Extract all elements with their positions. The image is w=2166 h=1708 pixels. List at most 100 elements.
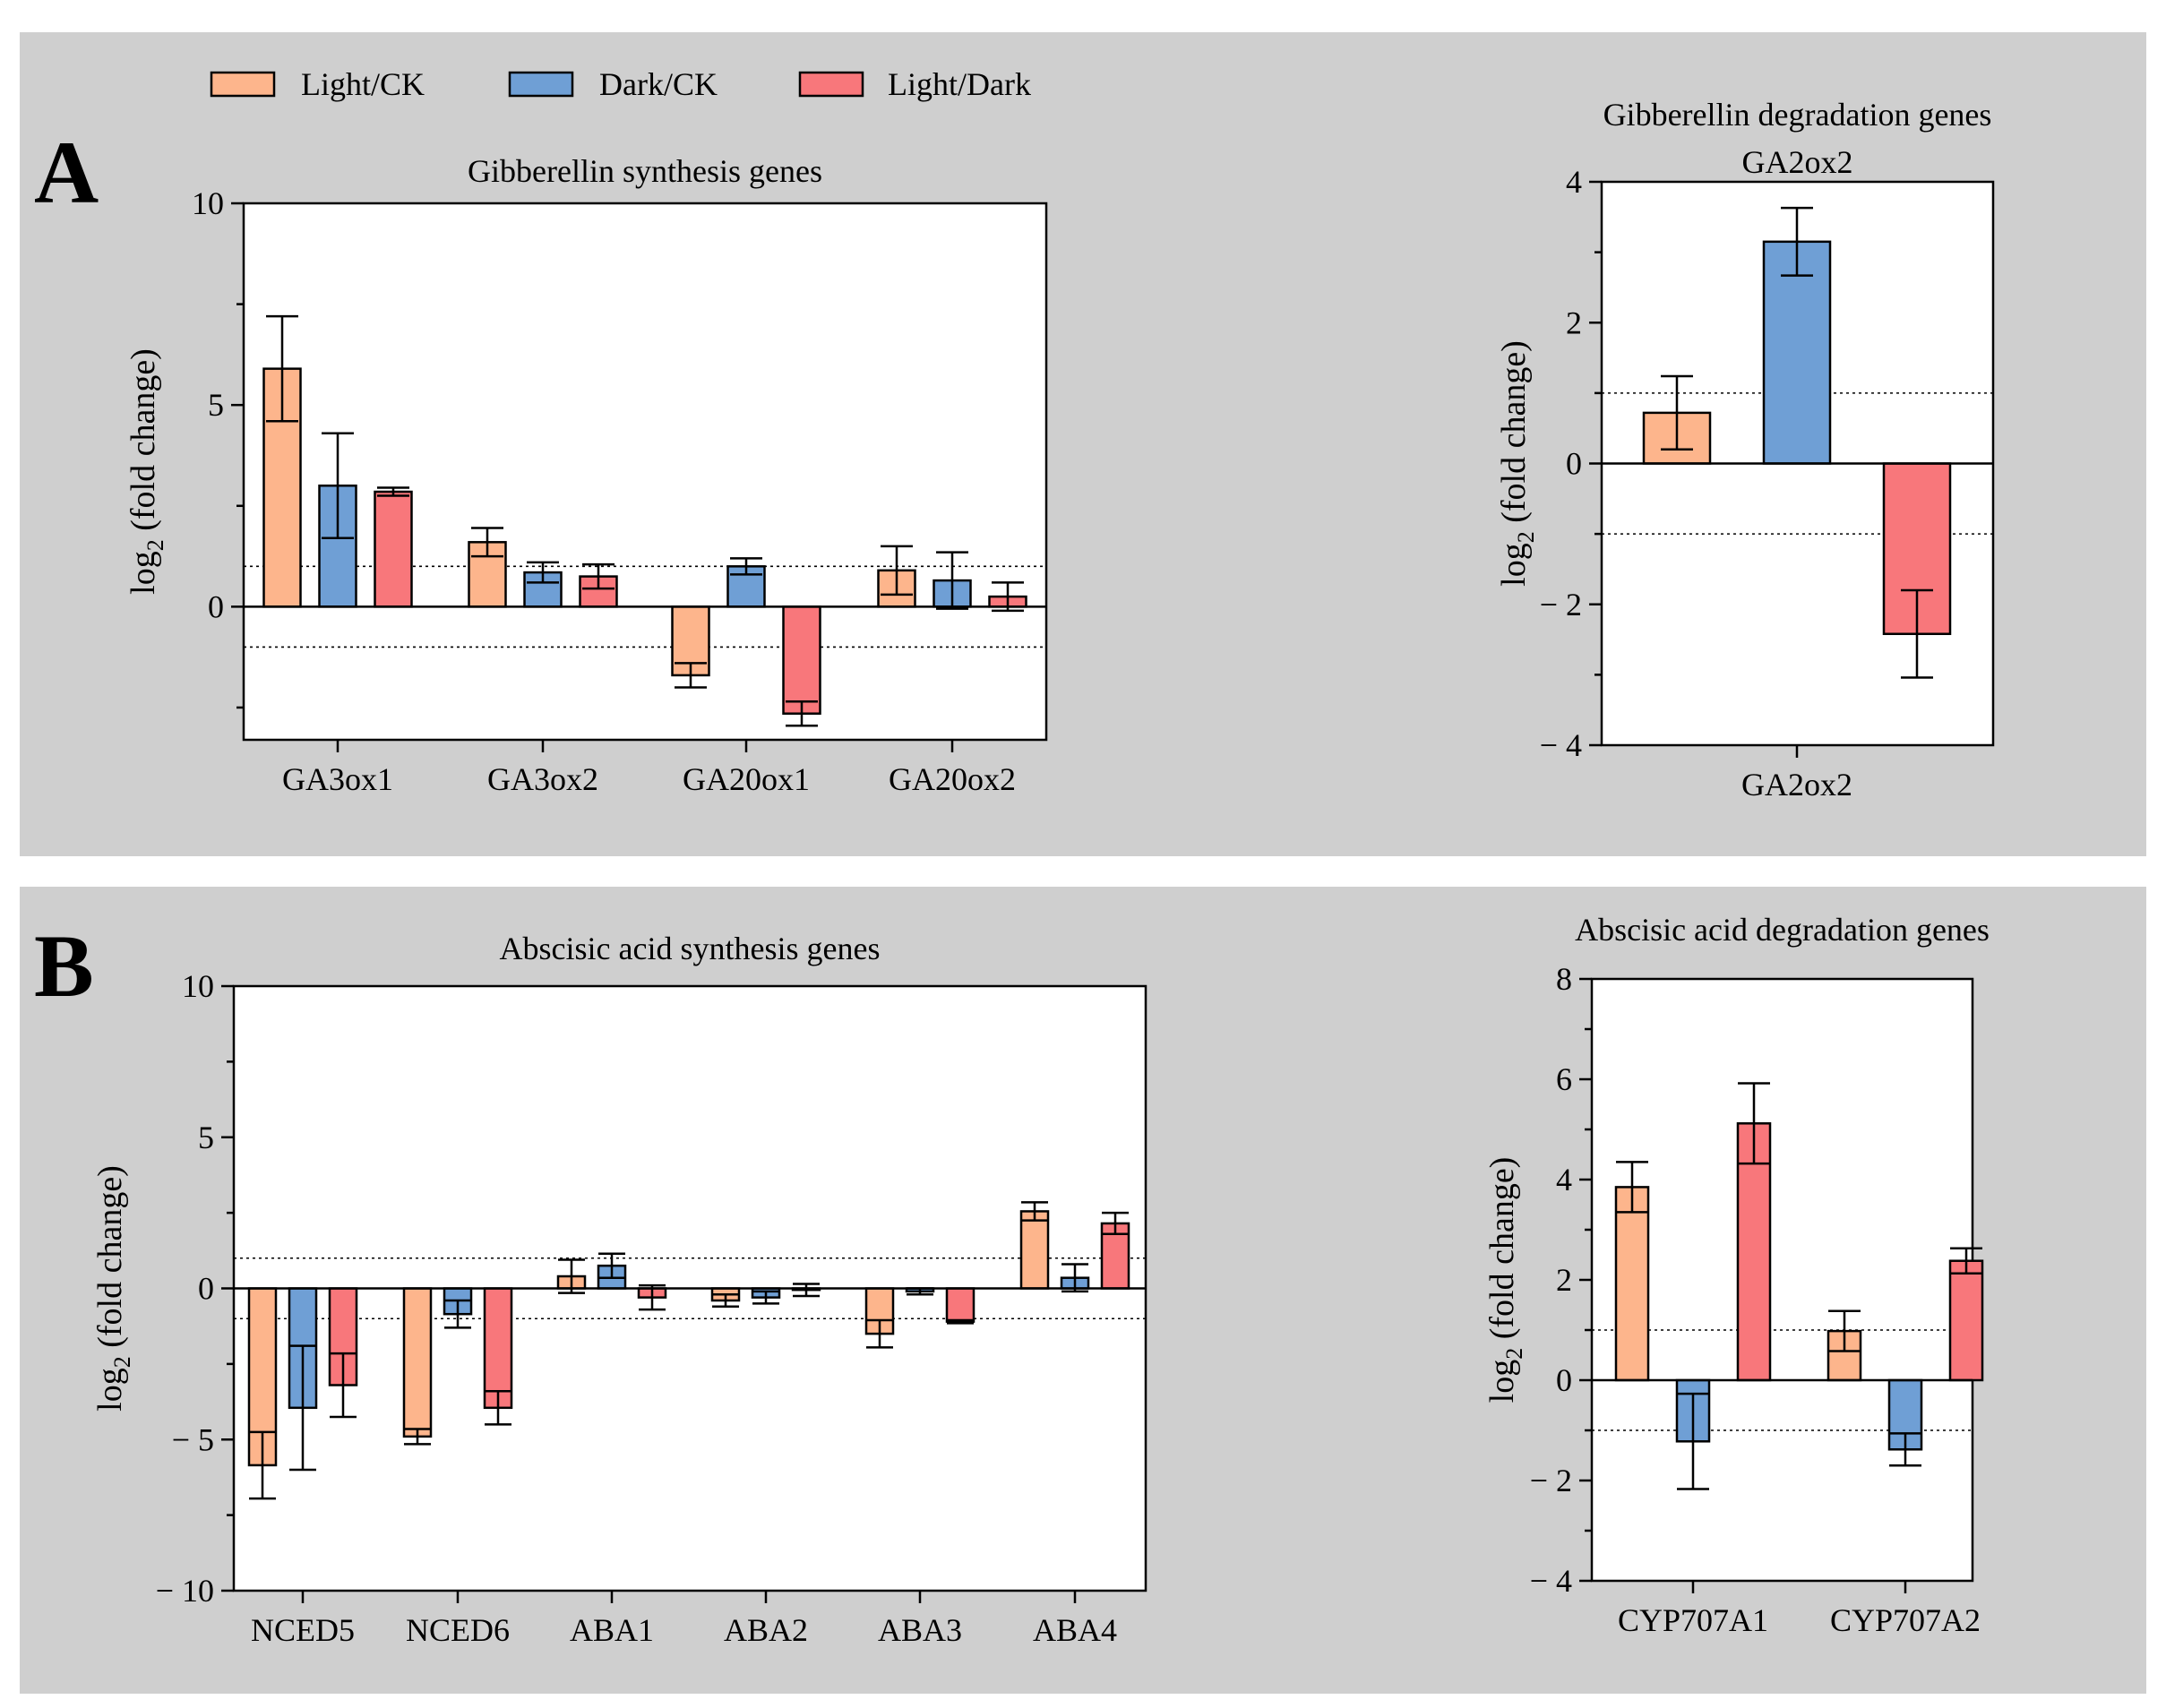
- chart-ga-synthesis: 0 5 10 GA3ox1 GA3ox2 GA20ox1 GA20ox2 Gibberelli…: [125, 153, 1048, 797]
- x-tick-label-aba3: ABA3: [878, 1612, 962, 1648]
- x-tick-label-ga2ox2: GA2ox2: [1741, 767, 1852, 803]
- x-tick-label-ga3ox2: GA3ox2: [487, 761, 598, 797]
- error-bar-dark-ck-nced6: [444, 1299, 471, 1329]
- y-axis-label-base: log: [1495, 543, 1533, 587]
- bar-light-dark-nced6: [483, 1287, 513, 1410]
- chart-aba-degradation: − 4 − 2 0 2 4 6 8 CYP707A1 CYP707A2 Abscisic acid…: [1483, 912, 1990, 1638]
- error-bar-light-ck-cyp707a2: [1828, 1309, 1861, 1352]
- plot-area: [242, 202, 1048, 742]
- error-bar-light-ck-ga20ox1: [675, 662, 707, 689]
- y-axis-label-rest: (fold change): [1495, 340, 1533, 531]
- bar-light-dark-ga3ox1: [374, 490, 413, 608]
- bar-light-ck-cyp707a1: [1614, 1186, 1650, 1382]
- y-axis-label-rest: (fold change): [91, 1165, 129, 1356]
- x-tick-label-aba2: ABA2: [724, 1612, 808, 1648]
- x-tick-label-ga3ox1: GA3ox1: [282, 761, 393, 797]
- error-bar-dark-ck-cyp707a1: [1677, 1392, 1709, 1490]
- y-tick-label: 10: [182, 968, 214, 1004]
- bar-dark-ck-ga2ox2: [1762, 240, 1832, 465]
- y-axis-label-rest: (fold change): [125, 348, 162, 539]
- error-bar-dark-ck-aba1: [598, 1252, 625, 1279]
- error-bar-dark-ck-aba2: [752, 1290, 779, 1305]
- y-axis-label-base: log: [125, 551, 162, 595]
- y-axis-label-subscript: 2: [1501, 1348, 1527, 1360]
- chart-title: Abscisic acid synthesis genes: [500, 931, 881, 966]
- chart-aba-synthesis: − 10 − 5 0 5 10 NCED5 NCED6 ABA1 ABA2 ABA3 ABA4 Abs…: [91, 931, 1147, 1648]
- chart-title: Abscisic acid degradation genes: [1575, 912, 1990, 948]
- y-axis-label-subscript: 2: [1513, 531, 1539, 543]
- y-axis-label-rest: (fold change): [1483, 1157, 1521, 1348]
- legend-label-light-ck: Light/CK: [301, 66, 425, 102]
- error-bar-light-ck-nced6: [404, 1428, 431, 1446]
- error-bar-light-ck-nced5: [249, 1430, 276, 1500]
- legend-swatch-light-ck: [210, 71, 276, 98]
- y-axis-label: log2 (fold change): [1495, 340, 1539, 587]
- legend-swatch-dark-ck: [508, 71, 574, 98]
- bar-light-ck-nced6: [402, 1287, 433, 1438]
- y-tick-label: 0: [1556, 1362, 1572, 1398]
- error-bar-dark-ck-ga3ox1: [322, 432, 354, 540]
- error-bar-light-ck-aba3: [866, 1318, 893, 1349]
- error-bar-dark-ck-ga3ox2: [527, 561, 559, 584]
- error-bar-dark-ck-nced5: [289, 1344, 316, 1472]
- y-axis-label: log2 (fold change): [91, 1165, 135, 1412]
- error-bar-dark-ck-ga20ox2: [936, 551, 968, 610]
- y-tick-label: − 2: [1540, 587, 1582, 622]
- error-bar-light-ck-ga20ox2: [881, 545, 913, 597]
- legend-label-dark-ck: Dark/CK: [599, 66, 718, 102]
- error-bar-light-dark-ga3ox1: [377, 486, 409, 497]
- y-tick-label: − 5: [172, 1421, 214, 1457]
- y-axis-label-subscript: 2: [142, 539, 168, 551]
- error-bar-dark-ck-ga20ox1: [730, 557, 762, 576]
- bar-light-ck-nced5: [247, 1287, 278, 1467]
- bar-light-dark-aba3: [945, 1287, 976, 1323]
- y-tick-label: 4: [1566, 164, 1582, 200]
- bar-light-dark-cyp707a2: [1948, 1259, 1984, 1382]
- legend: Light/CK Dark/CK Light/Dark: [210, 66, 1031, 102]
- y-tick-label: 0: [208, 588, 224, 624]
- y-tick-label: − 2: [1530, 1463, 1572, 1498]
- error-bar-light-dark-nced6: [485, 1390, 511, 1426]
- error-bar-dark-ck-ga2ox2: [1781, 206, 1813, 277]
- x-tick-label-ga20ox1: GA20ox1: [683, 761, 810, 797]
- y-axis-label: log2 (fold change): [125, 348, 168, 595]
- y-tick-label: 2: [1556, 1262, 1572, 1298]
- error-bar-light-ck-ga3ox1: [266, 314, 298, 423]
- error-bar-light-dark-ga2ox2: [1901, 588, 1933, 679]
- x-tick-label-aba1: ABA1: [570, 1612, 654, 1648]
- bar-light-dark-ga20ox1: [782, 605, 821, 715]
- y-tick-label: − 4: [1540, 727, 1582, 763]
- plot-area: [1590, 977, 1974, 1583]
- error-bar-light-dark-ga20ox1: [786, 700, 818, 727]
- y-axis-label-subscript: 2: [109, 1356, 135, 1368]
- bar-light-dark-cyp707a1: [1736, 1122, 1772, 1382]
- error-bar-light-ck-ga2ox2: [1661, 374, 1693, 451]
- y-tick-label: 2: [1566, 305, 1582, 340]
- y-tick-label: 0: [1566, 446, 1582, 482]
- y-axis-label-base: log: [91, 1368, 129, 1412]
- error-bar-dark-ck-aba4: [1062, 1263, 1088, 1293]
- y-axis-label-base: log: [1483, 1360, 1521, 1403]
- error-bar-dark-ck-cyp707a2: [1889, 1432, 1921, 1467]
- x-tick-label-nced5: NCED5: [251, 1612, 355, 1648]
- bar-light-dark-ga2ox2: [1882, 462, 1952, 636]
- error-bar-light-dark-nced5: [330, 1352, 357, 1419]
- error-bar-light-dark-ga3ox2: [582, 562, 615, 590]
- chart-ga-degradation: − 4 − 2 0 2 4 GA2ox2 Gibberellin degradation g…: [1495, 97, 1995, 803]
- error-bar-light-dark-cyp707a2: [1950, 1247, 1982, 1275]
- error-bar-light-dark-aba3: [947, 1318, 974, 1325]
- error-bar-light-dark-aba4: [1102, 1211, 1129, 1235]
- chart-title: Gibberellin degradation genes: [1603, 97, 1992, 133]
- y-tick-label: 0: [198, 1271, 214, 1307]
- y-tick-label: − 10: [156, 1573, 214, 1609]
- y-tick-label: 6: [1556, 1061, 1572, 1097]
- y-tick-label: − 4: [1530, 1563, 1572, 1599]
- x-tick-label-aba4: ABA4: [1033, 1612, 1117, 1648]
- x-tick-label-ga20ox2: GA20ox2: [889, 761, 1016, 797]
- legend-swatch-light-dark: [798, 71, 864, 98]
- y-tick-label: 8: [1556, 961, 1572, 997]
- error-bar-light-ck-ga3ox2: [471, 527, 503, 558]
- error-bar-light-ck-aba2: [712, 1293, 739, 1308]
- x-tick-label-cyp707a1: CYP707A1: [1618, 1602, 1768, 1638]
